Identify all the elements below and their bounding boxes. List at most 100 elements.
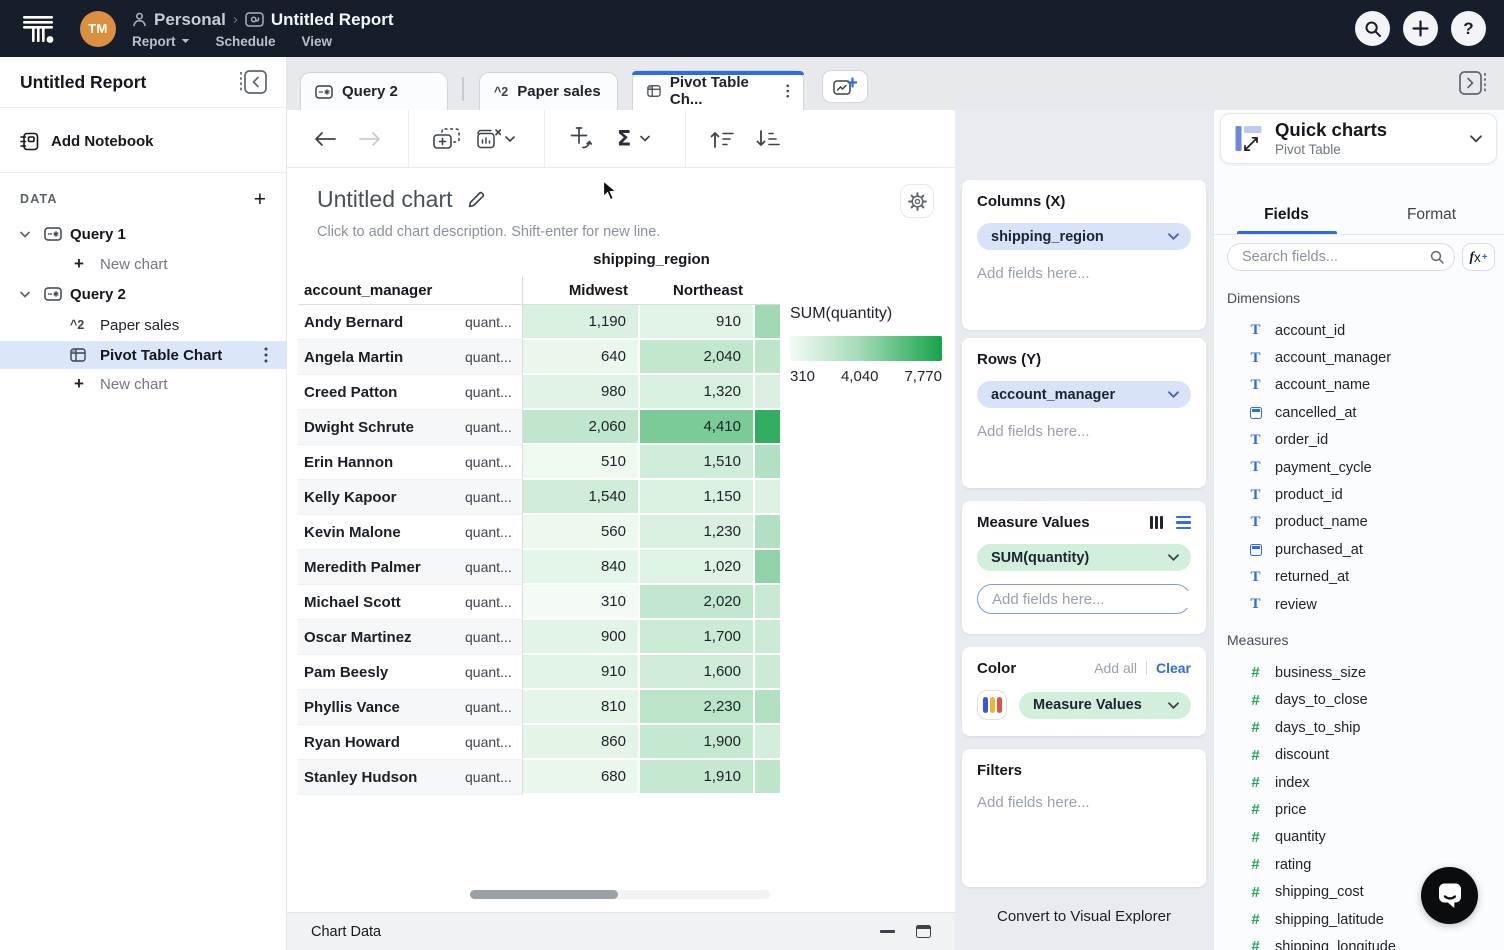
cell-midwest[interactable]: 560 — [523, 515, 640, 550]
cell-midwest[interactable]: 860 — [523, 725, 640, 760]
add-data-button[interactable]: + — [253, 187, 266, 211]
field-item[interactable]: # quantity — [1227, 824, 1500, 851]
chevron-down-icon[interactable] — [20, 231, 30, 238]
tab-fields[interactable]: Fields — [1214, 198, 1359, 234]
cell-midwest[interactable]: 1,190 — [523, 305, 640, 340]
cell-clipped[interactable] — [755, 760, 780, 795]
redo-arrow-icon[interactable] — [358, 131, 382, 147]
row-label[interactable]: Michael Scott — [298, 585, 465, 620]
tab-format[interactable]: Format — [1406, 206, 1457, 223]
breadcrumb-workspace[interactable]: Personal — [154, 9, 226, 29]
sort-ascending-icon[interactable] — [709, 130, 735, 148]
cell-midwest[interactable]: 810 — [523, 690, 640, 725]
row-label[interactable]: Oscar Martinez — [298, 620, 465, 655]
search-fields-input[interactable] — [1227, 243, 1455, 271]
tab-pivot-table-chart[interactable]: Pivot Table Ch... — [632, 70, 804, 110]
pivot-row-dimension[interactable]: account_manager — [304, 281, 433, 299]
pivot-column-header[interactable]: Northeast — [672, 281, 743, 299]
swap-axes-icon[interactable] — [570, 126, 594, 151]
field-item[interactable]: # days_to_ship — [1227, 714, 1500, 741]
chart-title[interactable]: Untitled chart — [317, 186, 453, 212]
field-item[interactable]: # days_to_close — [1227, 687, 1500, 714]
cell-midwest[interactable]: 980 — [523, 375, 640, 410]
cell-northeast[interactable]: 4,410 — [640, 410, 755, 445]
sort-descending-icon[interactable] — [755, 129, 781, 148]
field-item[interactable]: # shipping_cost — [1227, 878, 1500, 905]
cell-midwest[interactable]: 900 — [523, 620, 640, 655]
row-label[interactable]: Angela Martin — [298, 340, 465, 375]
cell-clipped[interactable] — [755, 585, 780, 620]
field-item[interactable]: # rating — [1227, 851, 1500, 878]
cell-northeast[interactable]: 1,700 — [640, 620, 755, 655]
row-label[interactable]: Andy Bernard — [298, 305, 465, 340]
collapse-sidebar-icon[interactable] — [238, 69, 268, 95]
horizontal-scrollbar[interactable] — [470, 890, 770, 899]
sidebar-item-new-chart-1[interactable]: + New chart — [0, 249, 286, 279]
rows-field-pill[interactable]: account_manager — [977, 381, 1191, 408]
columns-add-fields-placeholder[interactable]: Add fields here... — [977, 265, 1090, 282]
sidebar-item-query2[interactable]: Query 2 — [0, 279, 286, 309]
add-notebook-button[interactable]: Add Notebook — [0, 124, 286, 158]
cell-northeast[interactable]: 1,600 — [640, 655, 755, 690]
color-field-pill[interactable]: Measure Values — [1019, 691, 1191, 719]
row-label[interactable]: Kevin Malone — [298, 515, 465, 550]
cell-northeast[interactable]: 910 — [640, 305, 755, 340]
cell-northeast[interactable]: 1,910 — [640, 760, 755, 795]
chart-data-bar[interactable]: Chart Data — [287, 912, 955, 950]
cell-midwest[interactable]: 910 — [523, 655, 640, 690]
cell-northeast[interactable]: 1,510 — [640, 445, 755, 480]
field-item[interactable]: # shipping_latitude — [1227, 906, 1500, 933]
cell-midwest[interactable]: 1,540 — [523, 480, 640, 515]
tab-kebab-menu-icon[interactable] — [785, 83, 789, 99]
sidebar-item-new-chart-2[interactable]: + New chart — [0, 369, 286, 399]
cell-northeast[interactable]: 1,900 — [640, 725, 755, 760]
field-item[interactable]: # business_size — [1227, 659, 1500, 686]
cell-clipped[interactable] — [755, 690, 780, 725]
cell-clipped[interactable] — [755, 725, 780, 760]
menu-view[interactable]: View — [301, 33, 333, 49]
edit-pencil-icon[interactable] — [467, 190, 486, 209]
expand-right-panel-icon[interactable] — [1458, 70, 1488, 96]
field-item[interactable]: # discount — [1227, 741, 1500, 768]
cell-northeast[interactable]: 1,020 — [640, 550, 755, 585]
cell-clipped[interactable] — [755, 480, 780, 515]
cell-midwest[interactable]: 640 — [523, 340, 640, 375]
clear-link[interactable]: Clear — [1155, 660, 1191, 676]
pivot-column-header[interactable]: Midwest — [568, 281, 628, 299]
row-label[interactable]: Creed Patton — [298, 375, 465, 410]
cell-northeast[interactable]: 2,020 — [640, 585, 755, 620]
remove-chart-icon[interactable] — [477, 128, 515, 149]
convert-to-visual-explorer-button[interactable]: Convert to Visual Explorer — [997, 908, 1171, 925]
row-label[interactable]: Pam Beesly — [298, 655, 465, 690]
avatar[interactable]: TM — [80, 10, 116, 47]
cell-clipped[interactable] — [755, 340, 780, 375]
chevron-down-icon[interactable] — [20, 291, 30, 298]
cell-clipped[interactable] — [755, 445, 780, 480]
aggregate-sigma-icon[interactable]: Σ — [617, 128, 651, 149]
row-label[interactable]: Ryan Howard — [298, 725, 465, 760]
row-label[interactable]: Meredith Palmer — [298, 550, 465, 585]
sidebar-item-paper-sales[interactable]: ^2 Paper sales — [0, 309, 286, 341]
chart-description-placeholder[interactable]: Click to add chart description. Shift-en… — [317, 224, 661, 240]
cell-midwest[interactable]: 510 — [523, 445, 640, 480]
field-item[interactable]: # shipping_longitude — [1227, 933, 1500, 950]
tab-paper-sales[interactable]: ^2 Paper sales — [479, 72, 618, 110]
cell-northeast[interactable]: 1,150 — [640, 480, 755, 515]
add-button[interactable] — [1403, 11, 1438, 46]
minimize-icon[interactable] — [880, 930, 895, 933]
undo-arrow-icon[interactable] — [313, 131, 337, 147]
color-swatch-button[interactable] — [977, 690, 1007, 720]
cell-clipped[interactable] — [755, 410, 780, 445]
cell-northeast[interactable]: 2,230 — [640, 690, 755, 725]
cell-clipped[interactable] — [755, 550, 780, 585]
measure-pill[interactable]: SUM(quantity) — [977, 544, 1191, 571]
cell-clipped[interactable] — [755, 305, 780, 340]
